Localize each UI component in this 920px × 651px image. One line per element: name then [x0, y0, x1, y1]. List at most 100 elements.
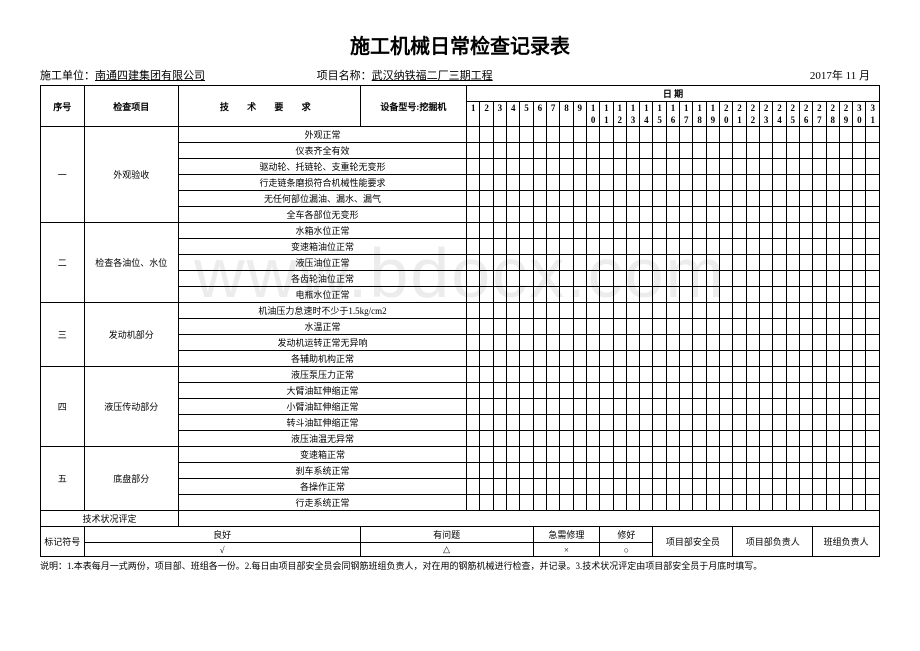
check-cell: [706, 223, 719, 239]
check-cell: [560, 175, 573, 191]
day-head-top: 1: [666, 102, 679, 115]
check-cell: [520, 191, 533, 207]
document: 施工机械日常检查记录表 施工单位：南通四建集团有限公司 项目名称：武汉纳铁福二厂…: [40, 30, 880, 573]
check-cell: [493, 287, 506, 303]
check-cell: [480, 191, 493, 207]
check-cell: [507, 255, 520, 271]
check-cell: [853, 415, 866, 431]
check-cell: [546, 383, 559, 399]
check-cell: [746, 159, 759, 175]
check-cell: [839, 479, 852, 495]
check-cell: [813, 399, 826, 415]
day-head-top: 1: [653, 102, 666, 115]
check-cell: [866, 127, 880, 143]
check-cell: [746, 383, 759, 399]
check-cell: [493, 351, 506, 367]
check-cell: [826, 495, 839, 511]
check-cell: [866, 479, 880, 495]
check-cell: [546, 191, 559, 207]
check-cell: [866, 399, 880, 415]
check-cell: [480, 143, 493, 159]
check-cell: [546, 143, 559, 159]
check-cell: [573, 495, 586, 511]
day-head-top: 1: [640, 102, 653, 115]
check-cell: [533, 335, 546, 351]
check-cell: [640, 463, 653, 479]
check-cell: [480, 479, 493, 495]
check-cell: [666, 447, 679, 463]
day-head-top: 3: [493, 102, 506, 115]
check-cell: [520, 351, 533, 367]
check-cell: [586, 383, 599, 399]
legend-problem-sym: △: [360, 543, 533, 557]
check-cell: [706, 383, 719, 399]
check-cell: [600, 287, 613, 303]
check-cell: [613, 207, 626, 223]
check-cell: [520, 495, 533, 511]
check-cell: [706, 127, 719, 143]
check-cell: [653, 127, 666, 143]
check-cell: [600, 463, 613, 479]
check-cell: [520, 143, 533, 159]
check-cell: [733, 287, 746, 303]
check-cell: [560, 143, 573, 159]
check-cell: [746, 127, 759, 143]
check-cell: [786, 143, 799, 159]
section-seq: 二: [41, 223, 85, 303]
check-cell: [653, 159, 666, 175]
check-cell: [573, 287, 586, 303]
check-cell: [720, 127, 733, 143]
check-cell: [613, 271, 626, 287]
check-cell: [826, 287, 839, 303]
check-cell: [853, 399, 866, 415]
check-cell: [786, 303, 799, 319]
section-seq: 三: [41, 303, 85, 367]
check-cell: [680, 159, 693, 175]
check-cell: [600, 335, 613, 351]
check-cell: [626, 463, 639, 479]
check-cell: [680, 319, 693, 335]
day-head-top: 1: [467, 102, 480, 115]
check-cell: [746, 207, 759, 223]
check-cell: [786, 239, 799, 255]
check-cell: [653, 463, 666, 479]
check-cell: [680, 367, 693, 383]
check-cell: [653, 287, 666, 303]
check-cell: [493, 207, 506, 223]
check-cell: [853, 335, 866, 351]
check-cell: [786, 415, 799, 431]
check-cell: [533, 495, 546, 511]
check-cell: [693, 463, 706, 479]
check-cell: [467, 239, 480, 255]
check-cell: [706, 463, 719, 479]
check-cell: [786, 351, 799, 367]
check-cell: [507, 175, 520, 191]
check-cell: [480, 127, 493, 143]
check-cell: [600, 127, 613, 143]
legend-safety: 项目部安全员: [653, 527, 733, 557]
check-cell: [613, 143, 626, 159]
check-cell: [586, 415, 599, 431]
check-cell: [813, 175, 826, 191]
check-cell: [480, 383, 493, 399]
check-cell: [546, 463, 559, 479]
check-cell: [507, 143, 520, 159]
check-cell: [746, 447, 759, 463]
check-cell: [799, 367, 812, 383]
check-cell: [680, 479, 693, 495]
check-cell: [480, 287, 493, 303]
check-cell: [706, 175, 719, 191]
check-cell: [520, 479, 533, 495]
check-cell: [626, 431, 639, 447]
check-cell: [560, 127, 573, 143]
check-cell: [853, 319, 866, 335]
check-cell: [759, 367, 772, 383]
check-cell: [680, 287, 693, 303]
tech-status-label: 技术状况评定: [41, 511, 179, 527]
check-cell: [600, 431, 613, 447]
check-cell: [813, 255, 826, 271]
check-cell: [586, 223, 599, 239]
check-cell: [813, 223, 826, 239]
check-cell: [520, 255, 533, 271]
day-head-bot: [520, 114, 533, 127]
